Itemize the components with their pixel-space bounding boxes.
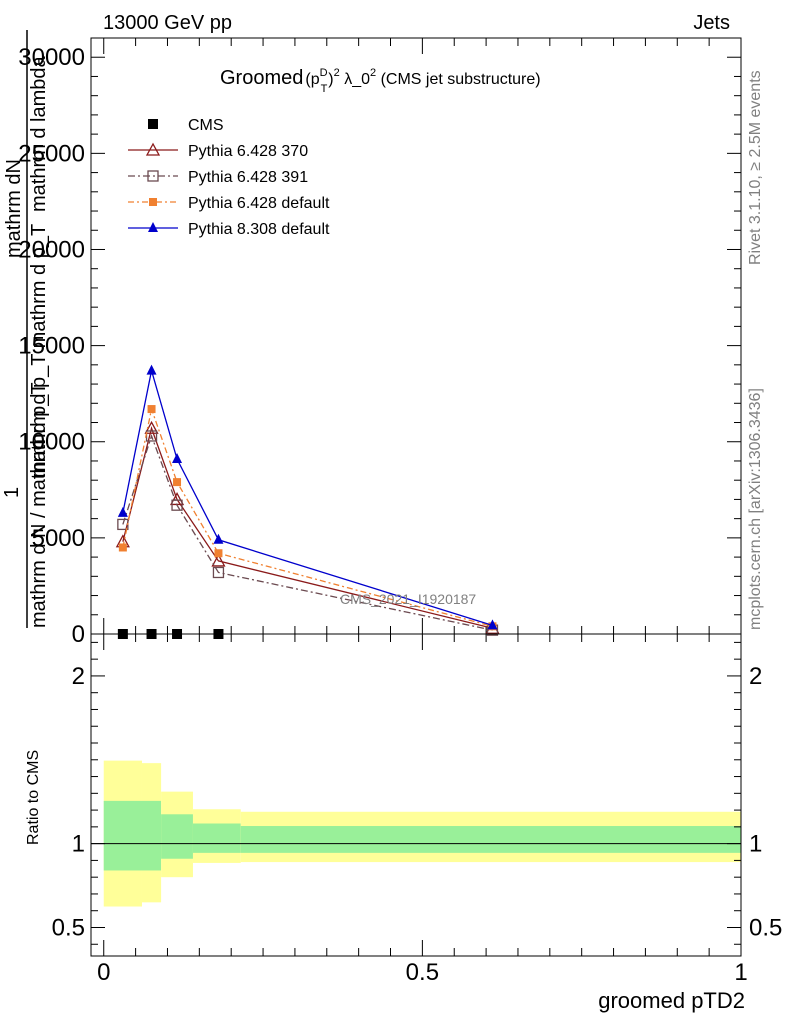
data-point-p6_370 [211,553,226,567]
ratio-xtick-label: 0.5 [406,959,439,986]
y-label-num-sub: mathrm d lambda [28,56,50,212]
main-title: Groomed (pD T)2 λ_02 (CMS jet substructure… [220,67,541,95]
ratio-ytick-label-right: 0.5 [749,914,782,941]
legend-label-p6_default: Pythia 6.428 default [188,195,330,212]
title-rest: (CMS jet substructure) [376,71,540,88]
ratio-ytick-label: 1 [72,831,85,858]
ratio-axes: 0.5 0.51 12 20 0.5 1 [52,633,782,986]
data-point-p8_default [117,506,128,517]
ratio-xtick-label: 1 [734,959,747,986]
y-label-num: mathrm dN [3,159,25,258]
ratio-ytick-label: 2 [72,663,85,690]
ratio-ytick-label-right: 1 [749,831,762,858]
data-point-p6_default [173,478,182,487]
data-point-p6_default [147,405,156,414]
data-point-p6_370 [144,420,159,434]
ratio-band-inner [103,800,162,871]
ratio-band-inner [192,823,241,853]
ratio-xtick-label: 0 [97,959,110,986]
legend-marker-p6_default [149,198,157,206]
main-ytick-label: 15000 [18,333,85,360]
data-point-p8_default [146,364,157,375]
header-left: 13000 GeV pp [103,12,232,34]
title-sup-2b: 2 [370,67,376,79]
series-line-p6_391 [122,433,493,631]
main-ytick-label: 25000 [18,140,85,167]
data-point-p8_default [487,619,498,630]
ratio-ytick-label-right: 2 [749,663,762,690]
legend-marker-p6_391 [147,170,159,182]
title-close: ) [328,71,333,88]
legend-label-p6_370: Pythia 6.428 370 [188,143,308,160]
title-lambda: λ_0 [340,71,370,88]
main-ytick-label: 0 [72,621,85,648]
title-sup-2: 2 [334,67,340,79]
legend: CMS Pythia 6.428 370 Pythia 6.428 391 Pythi… [128,117,330,238]
main-ytick-label: 5000 [32,525,85,552]
legend-marker-cms [148,119,158,129]
legend-marker-p8_default [148,222,158,232]
side-label-rivet: Rivet 3.1.10, ≥ 2.5M events [747,70,764,265]
legend-label-p8_default: Pythia 8.308 default [188,221,330,238]
y-label-norm: mathrm d N / mathrm d p_T [28,382,50,628]
ratio-y-label: Ratio to CMS [25,750,42,845]
ratio-ytick-label: 0.5 [52,914,85,941]
data-point-p8_default [172,453,183,464]
ratio-plot [103,760,742,907]
main-y-label: mathrm d lambda mathrm dN mathrm d p_T m… [1,30,50,628]
title-main: Groomed [220,67,303,89]
title-sup-d: D [320,67,328,79]
ratio-band-inner [161,814,193,859]
main-ytick-label: 20000 [18,236,85,263]
title-sub-t: T [321,83,328,95]
data-point-p6_391 [212,566,225,579]
y-label-den: mathrm d p_T mathrm d p_T [28,224,50,478]
data-point-p8_default [213,533,224,544]
series-line-p6_default [122,406,493,627]
header-right: Jets [693,12,730,34]
data-point-p6_391 [171,499,183,511]
watermark: CMS_2021_I1920187 [340,591,476,607]
side-label-mcplots: mcplots.cern.ch [arXiv:1306.3436] [747,388,764,630]
legend-label-p6_391: Pythia 6.428 391 [188,169,308,186]
main-ytick-label: 10000 [18,429,85,456]
data-point-p6_default [118,543,127,552]
main-ytick-label: 30000 [18,44,85,71]
ratio-frame [90,633,742,957]
data-point-p6_default [214,549,223,558]
legend-marker-p6_370 [145,142,161,156]
y-label-one: 1 [1,487,23,498]
x-axis-label: groomed pTD2 [598,988,745,1013]
title-p: (p [305,71,319,88]
legend-label-cms: CMS [188,117,224,134]
ratio-band-inner [240,826,742,853]
main-plot: 0 5000 10000 15000 20000 25000 30000 [18,37,742,648]
